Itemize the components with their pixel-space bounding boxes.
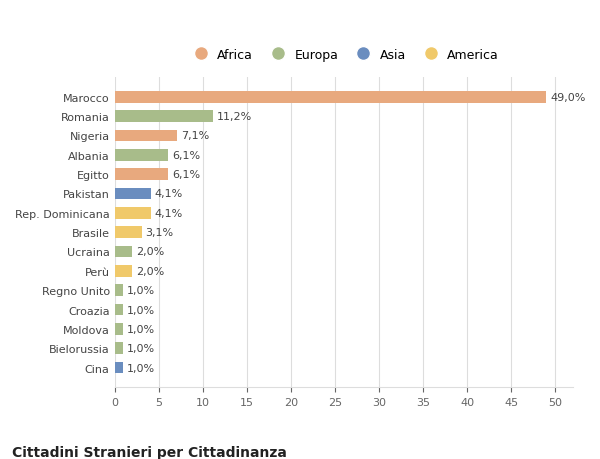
Legend: Africa, Europa, Asia, America: Africa, Europa, Asia, America	[184, 44, 504, 67]
Text: 1,0%: 1,0%	[127, 343, 155, 353]
Text: 4,1%: 4,1%	[154, 208, 182, 218]
Text: 4,1%: 4,1%	[154, 189, 182, 199]
Bar	[115, 111, 214, 123]
Bar	[115, 343, 124, 354]
Bar	[115, 130, 177, 142]
Text: 1,0%: 1,0%	[127, 305, 155, 315]
Text: 1,0%: 1,0%	[127, 324, 155, 334]
Text: 49,0%: 49,0%	[550, 93, 586, 102]
Text: 6,1%: 6,1%	[172, 151, 200, 160]
Bar	[115, 92, 547, 103]
Text: 2,0%: 2,0%	[136, 266, 164, 276]
Text: 11,2%: 11,2%	[217, 112, 252, 122]
Bar	[115, 207, 151, 219]
Bar	[115, 246, 132, 257]
Bar	[115, 362, 124, 374]
Bar	[115, 169, 169, 180]
Text: 7,1%: 7,1%	[181, 131, 209, 141]
Text: Cittadini Stranieri per Cittadinanza: Cittadini Stranieri per Cittadinanza	[12, 445, 287, 459]
Text: 1,0%: 1,0%	[127, 363, 155, 373]
Text: 2,0%: 2,0%	[136, 247, 164, 257]
Text: 1,0%: 1,0%	[127, 285, 155, 296]
Bar	[115, 304, 124, 316]
Text: 3,1%: 3,1%	[145, 228, 173, 238]
Bar	[115, 188, 151, 200]
Bar	[115, 285, 124, 297]
Bar	[115, 265, 132, 277]
Text: 6,1%: 6,1%	[172, 170, 200, 180]
Bar	[115, 227, 142, 238]
Bar	[115, 323, 124, 335]
Bar	[115, 150, 169, 161]
